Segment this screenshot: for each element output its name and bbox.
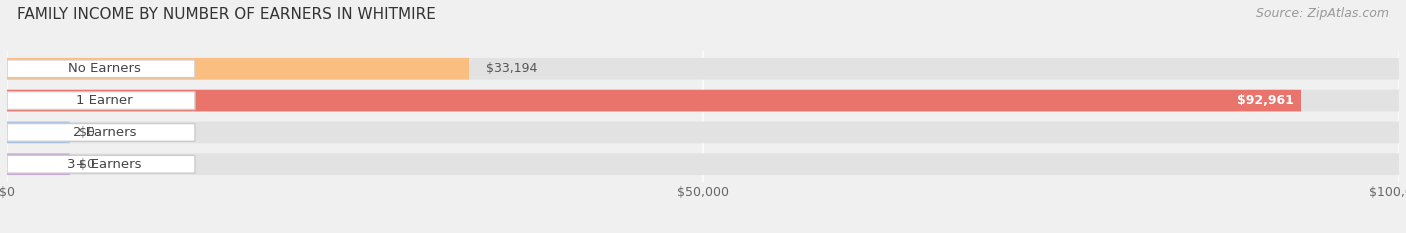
Text: $33,194: $33,194 — [486, 62, 537, 75]
FancyBboxPatch shape — [7, 58, 470, 80]
FancyBboxPatch shape — [7, 153, 70, 175]
FancyBboxPatch shape — [7, 122, 70, 143]
Text: Source: ZipAtlas.com: Source: ZipAtlas.com — [1256, 7, 1389, 20]
FancyBboxPatch shape — [7, 58, 1399, 80]
FancyBboxPatch shape — [7, 155, 195, 173]
FancyBboxPatch shape — [7, 90, 1399, 111]
Text: 2 Earners: 2 Earners — [73, 126, 136, 139]
Text: FAMILY INCOME BY NUMBER OF EARNERS IN WHITMIRE: FAMILY INCOME BY NUMBER OF EARNERS IN WH… — [17, 7, 436, 22]
FancyBboxPatch shape — [7, 153, 1399, 175]
FancyBboxPatch shape — [7, 122, 1399, 143]
Text: $92,961: $92,961 — [1237, 94, 1294, 107]
Text: No Earners: No Earners — [69, 62, 141, 75]
Text: $0: $0 — [79, 126, 96, 139]
FancyBboxPatch shape — [7, 90, 1301, 111]
Text: $0: $0 — [79, 158, 96, 171]
FancyBboxPatch shape — [7, 123, 195, 141]
Text: 1 Earner: 1 Earner — [76, 94, 134, 107]
Text: 3+ Earners: 3+ Earners — [67, 158, 142, 171]
FancyBboxPatch shape — [7, 60, 195, 78]
FancyBboxPatch shape — [7, 92, 195, 110]
